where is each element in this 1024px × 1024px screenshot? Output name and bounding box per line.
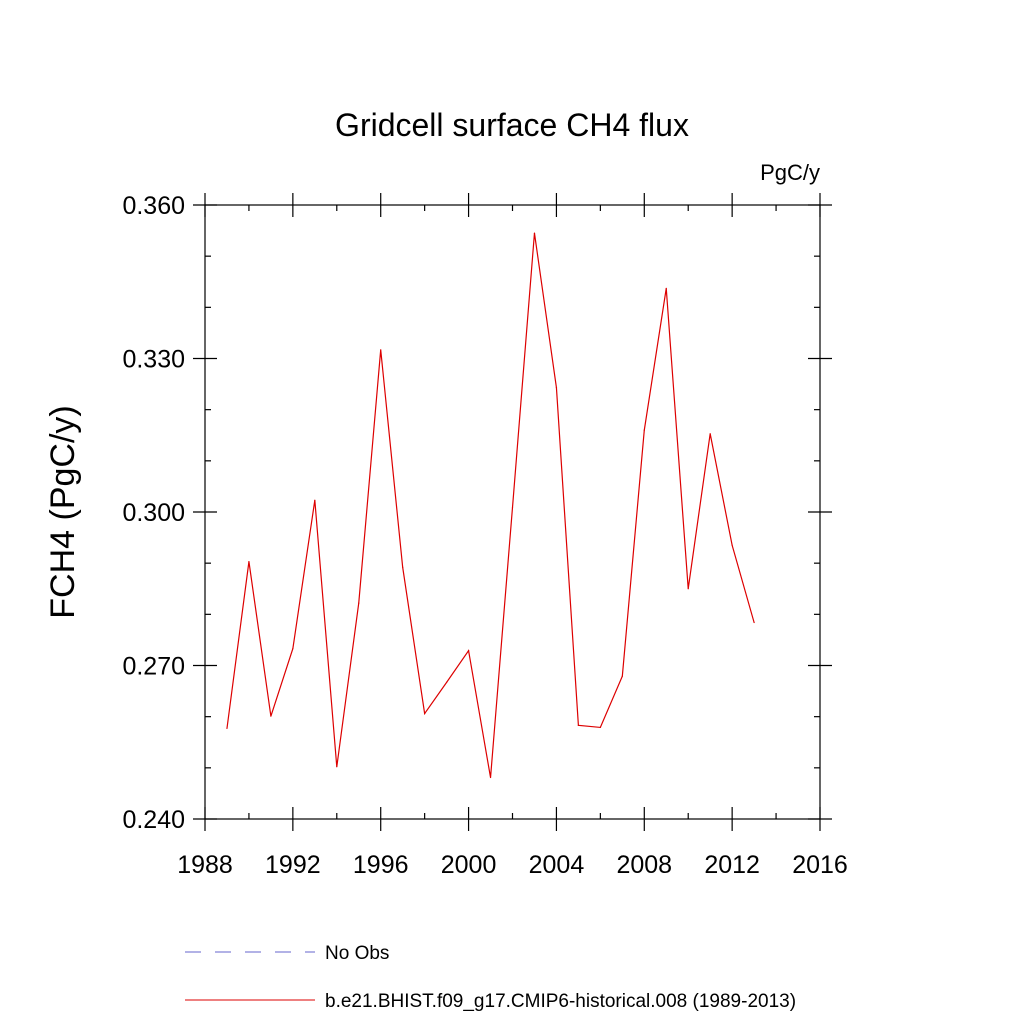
x-tick-label: 1988: [177, 851, 233, 879]
data-point: [511, 506, 514, 508]
x-tick-label: 2008: [616, 851, 672, 879]
data-point: [358, 602, 360, 604]
data-point: [314, 499, 316, 501]
data-point: [424, 712, 426, 715]
data-point: [489, 776, 492, 779]
x-tick-label: 1996: [353, 851, 409, 879]
data-point: [226, 727, 228, 730]
x-tick-label: 2012: [704, 851, 760, 879]
data-point: [665, 287, 667, 290]
y-axis-tick-labels: 0.240 0.270 0.300 0.330 0.360: [122, 192, 185, 834]
x-tick-label: 2016: [792, 851, 848, 879]
y-tick-label: 0.270: [122, 653, 185, 681]
x-axis-ticks: [204, 193, 821, 831]
data-point: [709, 433, 711, 435]
data-point: [336, 766, 338, 768]
series-group: [226, 232, 755, 779]
data-point: [555, 387, 558, 389]
data-point: [446, 681, 448, 683]
data-point: [270, 715, 272, 717]
x-tick-label: 2004: [529, 851, 585, 879]
series-line-0: [226, 233, 755, 778]
data-point: [292, 648, 294, 650]
data-point: [577, 724, 579, 726]
x-tick-label: 2000: [441, 851, 497, 879]
y-tick-label: 0.360: [122, 192, 185, 220]
data-point: [380, 349, 382, 351]
data-point: [599, 726, 601, 729]
data-point: [687, 588, 689, 590]
data-point: [753, 621, 755, 624]
units-label: PgC/y: [760, 160, 820, 185]
data-point: [402, 566, 404, 568]
data-point: [533, 232, 536, 234]
data-point: [731, 544, 733, 546]
x-axis-tick-labels: 1988 1992 1996 2000 2004 2008 2012 2016: [177, 851, 848, 879]
legend-label-model: b.e21.BHIST.f09_g17.CMIP6-historical.008…: [325, 991, 796, 1012]
data-point: [467, 650, 470, 652]
legend: No Obs b.e21.BHIST.f09_g17.CMIP6-histori…: [185, 943, 796, 1012]
y-tick-label: 0.240: [122, 806, 185, 834]
y-tick-label: 0.330: [122, 346, 185, 374]
data-point: [621, 675, 623, 677]
y-axis-label: FCH4 (PgC/y): [44, 405, 82, 618]
x-tick-label: 1992: [265, 851, 321, 879]
data-point: [643, 429, 645, 431]
legend-label-no-obs: No Obs: [325, 943, 389, 964]
y-axis-ticks: [193, 204, 832, 820]
data-point: [248, 561, 250, 563]
chart-title: Gridcell surface CH4 flux: [335, 107, 689, 143]
y-tick-label: 0.300: [122, 499, 185, 527]
